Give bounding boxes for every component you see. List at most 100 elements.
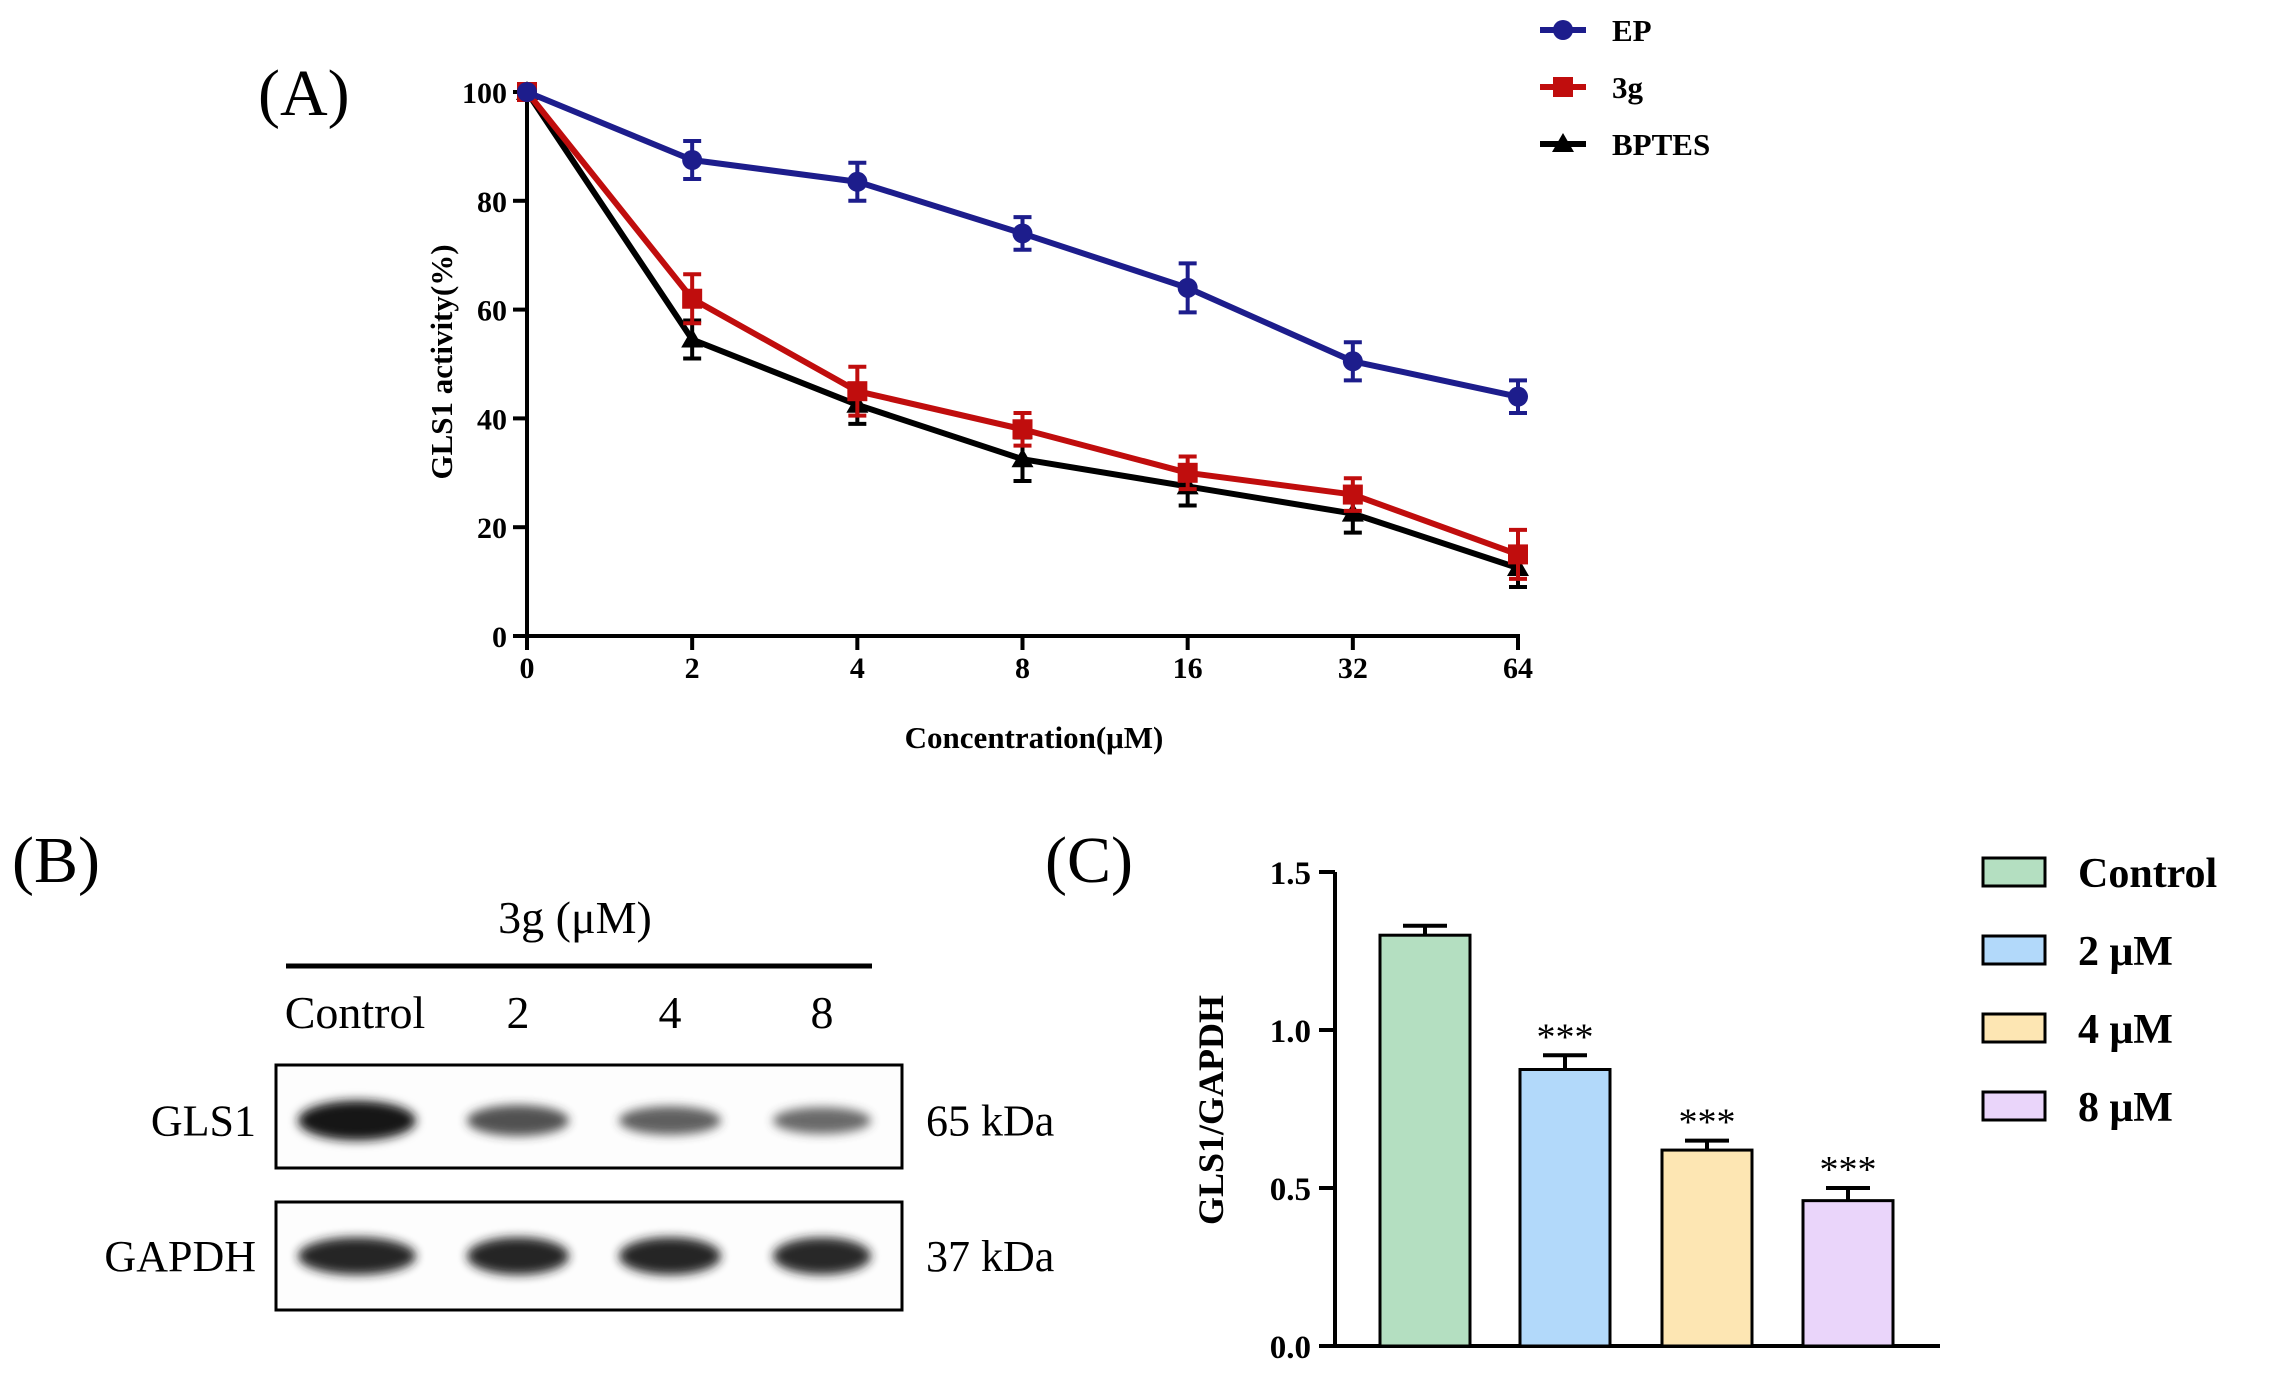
line-chart-x-tick-label: 32 (1338, 652, 1368, 685)
data-point (682, 288, 703, 309)
legend-swatch (1981, 856, 2047, 888)
data-point (1012, 223, 1033, 244)
data-point (1177, 277, 1198, 298)
blot-band (773, 1107, 871, 1134)
bar-chart-y-axis-label: GLS1/GAPDH (1191, 995, 1231, 1225)
blot-row-gls1: GLS1 65 kDa (151, 1063, 1054, 1170)
data-point (681, 328, 704, 348)
line-chart-y-tick-label: 0 (492, 621, 507, 654)
line-chart-x-tick-label: 64 (1503, 652, 1533, 685)
blot-band (298, 1237, 416, 1275)
bar-rect (1378, 933, 1472, 1348)
blot-band (619, 1106, 721, 1135)
blot-header: 3g (μM) (498, 892, 652, 943)
blot-band (467, 1105, 569, 1136)
data-point (682, 150, 703, 170)
legend-swatch (1981, 1012, 2047, 1044)
blot-row-label: GLS1 (151, 1097, 256, 1146)
panel-label-c: (C) (1045, 824, 1133, 897)
series-3g (517, 82, 1528, 581)
blot-band (467, 1237, 569, 1275)
line-chart-y-tick-label: 80 (477, 186, 507, 219)
line-chart-y-tick-label: 100 (462, 77, 507, 110)
line-chart-y-axis-label: GLS1 activity(%) (424, 244, 459, 479)
legend-label: 4 μM (2078, 1007, 2173, 1053)
legend-marker (1553, 20, 1573, 40)
legend-item: 8 μM (1981, 1085, 2173, 1131)
line-chart-y-tick-label: 20 (477, 512, 507, 545)
blot-row-label: GAPDH (104, 1232, 256, 1281)
legend-swatch (1981, 934, 2047, 966)
bar-0 (1378, 923, 1472, 1348)
line-chart-y-tick-label: 60 (477, 295, 507, 328)
line-chart-y-tick-label: 40 (477, 403, 507, 436)
blot-lane-label: 2 (507, 987, 530, 1038)
legend-item: 4 μM (1981, 1007, 2173, 1053)
bar-chart: 0.0 0.5 1.0 1.5 *** *** *** GLS1/GAPDH Contro… (1191, 851, 2217, 1366)
legend-item: 2 μM (1981, 929, 2173, 975)
blot-lane-label: Control (285, 987, 426, 1038)
data-point (1011, 448, 1034, 468)
line-chart-series (516, 81, 1529, 590)
data-point (847, 171, 868, 192)
line-chart-y-ticks: 0 20 40 60 80 100 (462, 77, 527, 654)
data-point (1508, 386, 1528, 407)
data-point (1012, 419, 1033, 440)
legend-label: 2 μM (2078, 929, 2173, 975)
line-chart-legend: EP 3g BPTES (1540, 13, 1710, 162)
western-blot: 3g (μM) Control 2 4 8 GLS1 65 kDa GAPDH 37 kDa (104, 892, 1054, 1312)
legend-swatch (1981, 1090, 2047, 1122)
bar-1: *** (1518, 1016, 1612, 1348)
legend-marker (1552, 133, 1574, 152)
blot-row-gapdh: GAPDH 37 kDa (104, 1200, 1054, 1312)
blot-lane-label: 8 (811, 987, 834, 1038)
bar-chart-y-tick-label: 0.5 (1270, 1172, 1311, 1208)
significance-label: *** (1820, 1149, 1877, 1191)
legend-label: EP (1612, 13, 1652, 48)
blot-rows: GLS1 65 kDa GAPDH 37 kDa (104, 1063, 1054, 1312)
data-point (1342, 484, 1363, 505)
line-chart-x-tick-label: 16 (1173, 652, 1203, 685)
blot-lane-label: 4 (659, 987, 682, 1038)
line-chart-x-tick-label: 4 (850, 652, 865, 685)
legend-label: 3g (1612, 70, 1644, 105)
data-point (1342, 351, 1363, 372)
line-chart: 0 20 40 60 80 100 0 2 4 8 16 32 64 Concentration(μM… (424, 13, 1710, 755)
series-bptes (516, 81, 1529, 590)
blot-lane-labels: Control 2 4 8 (285, 987, 834, 1038)
line-chart-x-tick-label: 8 (1015, 652, 1030, 685)
line-chart-x-ticks: 0 2 4 8 16 32 64 (520, 636, 1533, 685)
significance-label: *** (1679, 1102, 1736, 1144)
blot-band (298, 1100, 416, 1141)
legend-item-ep: EP (1540, 13, 1652, 48)
data-point (517, 82, 537, 102)
bar-3: *** (1801, 1149, 1895, 1348)
line-chart-x-tick-label: 2 (685, 652, 700, 685)
blot-row-size: 37 kDa (926, 1232, 1054, 1281)
bar-chart-y-tick-label: 1.5 (1270, 856, 1311, 892)
bar-rect (1801, 1199, 1895, 1348)
legend-label: 8 μM (2078, 1085, 2173, 1131)
legend-item-3g: 3g (1540, 70, 1644, 105)
series-line-bptes (524, 90, 1519, 571)
bar-chart-bars: *** *** *** (1378, 923, 1895, 1348)
bar-chart-y-tick-label: 1.0 (1270, 1014, 1311, 1050)
bar-rect (1518, 1068, 1612, 1348)
significance-label: *** (1537, 1016, 1594, 1058)
legend-label: BPTES (1612, 127, 1710, 162)
data-point (1508, 544, 1528, 565)
legend-marker (1553, 77, 1573, 97)
data-point (847, 381, 868, 402)
data-point (1177, 462, 1198, 483)
blot-band (619, 1237, 721, 1275)
panel-label-b: (B) (12, 824, 100, 897)
panel-label-a: (A) (258, 57, 350, 130)
series-ep (517, 82, 1528, 415)
bar-rect (1660, 1148, 1754, 1348)
bar-2: *** (1660, 1102, 1754, 1348)
legend-item: Control (1981, 851, 2217, 897)
line-chart-x-axis-label: Concentration(μM) (905, 720, 1164, 755)
bar-chart-legend: Control 2 μM 4 μM 8 μM (1981, 851, 2217, 1131)
series-line-3g (524, 90, 1520, 558)
